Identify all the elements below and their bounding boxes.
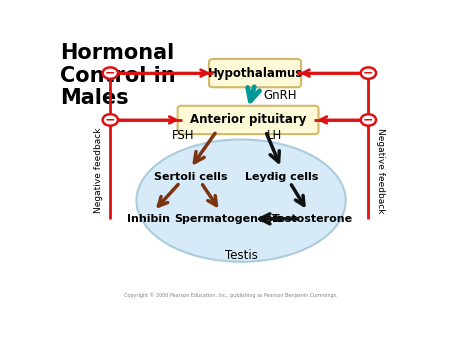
Text: Sertoli cells: Sertoli cells	[154, 172, 227, 182]
Circle shape	[361, 114, 376, 126]
Text: −: −	[105, 67, 116, 79]
Circle shape	[103, 67, 118, 79]
Text: Testosterone: Testosterone	[272, 214, 353, 224]
Text: Negative feedback: Negative feedback	[94, 128, 103, 213]
Text: Anterior pituitary: Anterior pituitary	[190, 114, 306, 126]
Text: LH: LH	[266, 129, 282, 142]
Text: GnRH: GnRH	[264, 89, 297, 102]
Text: −: −	[363, 114, 374, 126]
Text: Copyright © 2006 Pearson Education, Inc., publishing as Pearson Benjamin Cumming: Copyright © 2006 Pearson Education, Inc.…	[124, 293, 338, 298]
Text: Testis: Testis	[225, 249, 257, 262]
FancyBboxPatch shape	[178, 106, 319, 134]
Circle shape	[361, 67, 376, 79]
Ellipse shape	[136, 140, 346, 262]
Text: Negative feedback: Negative feedback	[376, 128, 385, 213]
Circle shape	[103, 114, 118, 126]
FancyBboxPatch shape	[209, 59, 301, 87]
Text: Inhibin: Inhibin	[127, 214, 170, 224]
Text: Leydig cells: Leydig cells	[244, 172, 318, 182]
Text: −: −	[363, 67, 374, 79]
Text: Hypothalamus: Hypothalamus	[207, 67, 303, 79]
Text: FSH: FSH	[172, 129, 195, 142]
Text: Hormonal
Control in
Males: Hormonal Control in Males	[60, 43, 176, 108]
Text: Spermatogenesis: Spermatogenesis	[175, 214, 283, 224]
Text: −: −	[105, 114, 116, 126]
